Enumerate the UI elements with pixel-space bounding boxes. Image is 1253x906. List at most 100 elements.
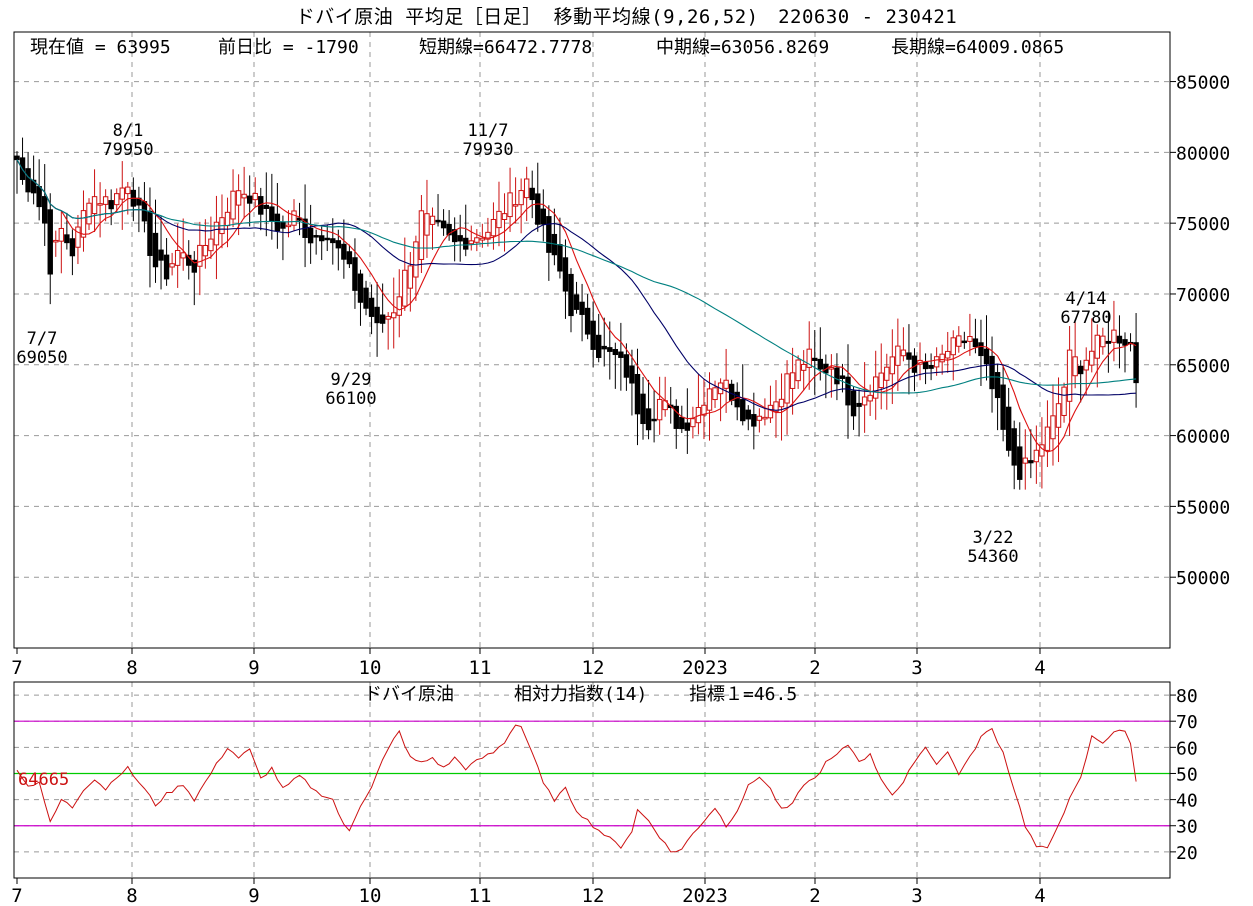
annotation-value: 79950	[102, 140, 153, 160]
candle-up	[174, 249, 181, 266]
y-tick-label: 85000	[1176, 73, 1230, 94]
annotation-value: 79930	[462, 140, 513, 160]
rsi-line	[16, 724, 1137, 853]
candle-down	[451, 229, 458, 243]
candle-down	[546, 216, 552, 253]
candle-down	[817, 358, 823, 370]
main-frame	[13, 31, 1171, 649]
candle-down	[734, 391, 740, 408]
annotation-value: 54360	[967, 547, 1018, 567]
candle-down	[30, 179, 37, 194]
candle-up	[956, 335, 962, 347]
candle-up	[1072, 356, 1078, 377]
candle-up	[75, 226, 81, 248]
candle-down	[269, 206, 275, 222]
candle-down	[64, 234, 70, 244]
candle-down	[274, 213, 281, 232]
annotation-date: 4/14	[1066, 289, 1107, 309]
rsi-side-label: 64665	[18, 770, 69, 790]
rsi-grid	[14, 682, 1170, 878]
candle-up	[202, 244, 209, 257]
candle-down	[834, 367, 840, 385]
mid-ma-line	[16, 159, 1137, 411]
candle-up	[285, 224, 292, 228]
summary-short-ma: 短期線=66472.7778	[419, 37, 592, 58]
candle-down	[1017, 446, 1023, 480]
candle-down	[994, 372, 1001, 399]
main-x-ticks: 7 8 9 10 11 12 2023 2 3 4	[11, 648, 1046, 679]
candle-down	[446, 223, 452, 236]
candle-down	[812, 357, 818, 361]
candle-up	[224, 211, 231, 227]
annotation-value: 67780	[1060, 308, 1111, 328]
rsi-x-tick-label: 12	[582, 885, 605, 906]
candle-down	[529, 187, 535, 201]
x-tick-label: 4	[1034, 657, 1045, 679]
candle-up	[53, 239, 59, 243]
candle-up	[1050, 415, 1056, 440]
candle-up	[208, 238, 214, 252]
candle-down	[629, 365, 635, 384]
rsi-title-indicator: 相対力指数(14)	[514, 684, 647, 705]
candle-down	[158, 249, 164, 261]
candle-down	[352, 257, 358, 291]
candle-up	[1044, 426, 1051, 451]
candle-down	[961, 340, 968, 344]
candle-down	[280, 221, 286, 229]
candle-up	[523, 178, 530, 199]
candle-up	[391, 312, 397, 319]
candle-up	[479, 237, 486, 241]
annotation-date: 11/7	[468, 121, 509, 141]
candle-up	[795, 359, 801, 382]
main-grid	[14, 32, 1170, 648]
candle-up	[507, 192, 513, 218]
candle-down	[612, 349, 619, 356]
candle-down	[14, 155, 20, 161]
rsi-x-tick-label: 4	[1034, 885, 1045, 906]
candle-down	[42, 196, 48, 224]
y-tick-label: 60000	[1176, 427, 1230, 448]
summary-current: 現在値 = 63995	[30, 37, 171, 58]
candle-up	[950, 337, 956, 356]
candle-down	[313, 235, 319, 238]
candle-up	[900, 349, 907, 357]
candle-up	[496, 210, 502, 229]
candle-down	[856, 402, 862, 407]
candle-up	[291, 210, 297, 226]
rsi-y-tick-label: 50	[1176, 764, 1198, 785]
candle-up	[413, 241, 419, 278]
rsi-y-tick-label: 20	[1176, 843, 1198, 864]
candle-up	[125, 186, 131, 195]
y-tick-label: 70000	[1176, 285, 1230, 306]
rsi-x-tick-label: 10	[359, 885, 382, 906]
candle-down	[47, 209, 53, 275]
candle-up	[252, 192, 258, 201]
rsi-y-tick-label: 80	[1176, 686, 1198, 707]
candle-up	[58, 227, 65, 242]
candle-down	[634, 373, 641, 415]
candle-up	[180, 252, 186, 259]
candle-down	[540, 208, 546, 225]
candle-up	[402, 269, 408, 307]
rsi-frame	[13, 681, 1171, 879]
rsi-y-tick-label: 70	[1176, 712, 1198, 733]
candle-down	[590, 320, 596, 350]
candle-down	[1122, 339, 1128, 346]
rsi-x-tick-label: 8	[126, 885, 137, 906]
candle-down	[1011, 428, 1017, 466]
candle-down	[673, 405, 679, 429]
candle-up	[485, 231, 491, 240]
rsi-y-tick-label: 30	[1176, 817, 1198, 838]
candle-down	[191, 259, 197, 273]
candle-up	[867, 394, 873, 402]
candle-up	[723, 379, 729, 389]
candle-down	[163, 254, 170, 280]
candle-down	[607, 347, 613, 352]
candle-down	[341, 243, 347, 260]
x-tick-label: 10	[359, 657, 382, 679]
rsi-x-tick-label: 9	[248, 885, 259, 906]
candle-down	[1000, 384, 1006, 430]
candle-down	[579, 301, 585, 315]
